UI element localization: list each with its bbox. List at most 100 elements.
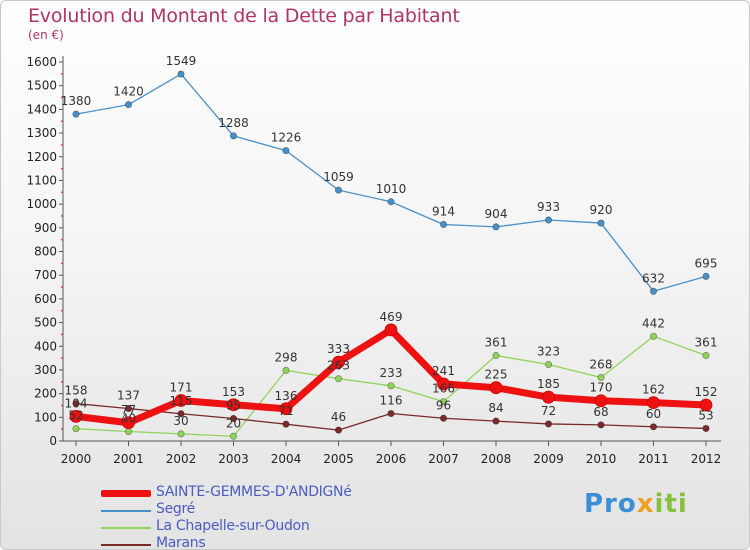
data-label: 53	[698, 408, 713, 422]
logo-part: x	[636, 489, 655, 519]
data-point	[334, 375, 343, 383]
data-point	[227, 398, 240, 412]
y-tick-label: 600	[34, 292, 57, 306]
y-tick-label: 1000	[26, 197, 57, 211]
y-tick-label: 1600	[26, 55, 57, 69]
data-label: 225	[485, 368, 508, 382]
data-label: 136	[275, 389, 298, 403]
legend-swatch	[101, 490, 151, 497]
data-label: 95	[226, 398, 241, 412]
y-tick-label: 300	[34, 363, 57, 377]
x-tick-label: 2006	[376, 452, 407, 466]
data-label: 170	[590, 381, 613, 395]
y-tick-label: 200	[34, 387, 57, 401]
data-point	[702, 351, 710, 360]
data-label: 158	[65, 384, 88, 398]
data-point	[597, 219, 605, 227]
legend-label: Segré	[156, 501, 195, 517]
data-label: 933	[537, 200, 560, 214]
data-label: 1059	[323, 170, 354, 184]
data-point	[544, 360, 553, 369]
data-label: 333	[327, 342, 350, 356]
data-label: 442	[642, 316, 665, 330]
data-label: 1226	[271, 131, 302, 145]
data-label: 361	[485, 335, 508, 349]
data-point	[699, 398, 713, 412]
data-label: 77	[121, 403, 136, 417]
y-tick-label: 800	[34, 245, 57, 259]
legend-swatch	[101, 510, 151, 512]
data-point	[177, 410, 185, 418]
data-label: 71	[278, 404, 293, 418]
data-label: 104	[65, 396, 88, 410]
x-tick-label: 2002	[166, 452, 197, 466]
x-tick-label: 2003	[218, 452, 249, 466]
y-tick-label: 1500	[26, 79, 57, 93]
x-tick-label: 2004	[271, 452, 302, 466]
data-point	[492, 417, 500, 425]
data-point	[282, 146, 290, 155]
data-label: 1288	[218, 116, 249, 130]
data-label: 171	[170, 380, 193, 394]
data-point	[387, 382, 395, 390]
x-tick-label: 2007	[428, 452, 459, 466]
data-label: 153	[222, 385, 245, 399]
data-label: 1010	[376, 182, 407, 196]
data-label: 233	[380, 366, 403, 380]
proxiti-logo: Proxiti	[584, 489, 688, 519]
data-point	[387, 198, 395, 206]
data-point	[332, 355, 345, 369]
data-point	[492, 223, 500, 231]
data-label: 40	[121, 412, 136, 426]
data-label: 263	[327, 359, 350, 373]
data-label: 361	[695, 335, 718, 349]
data-label: 166	[432, 382, 455, 396]
data-point	[69, 409, 83, 423]
data-point	[229, 132, 238, 140]
data-label: 185	[537, 377, 560, 391]
data-label: 60	[646, 407, 661, 421]
data-point	[649, 332, 658, 340]
data-point	[72, 110, 80, 118]
legend-swatch	[101, 527, 151, 529]
data-point	[334, 426, 343, 434]
y-tick-label: 1100	[26, 173, 57, 187]
data-point	[387, 409, 395, 418]
legend-label: La Chapelle-sur-Oudon	[156, 518, 310, 534]
y-tick-label: 900	[34, 221, 57, 235]
data-label: 20	[226, 416, 241, 430]
data-point	[544, 216, 553, 224]
x-tick-label: 2008	[481, 452, 512, 466]
data-label: 268	[590, 358, 613, 372]
data-label: 30	[173, 414, 188, 428]
data-point	[437, 377, 450, 391]
data-point	[542, 390, 555, 404]
data-point	[334, 186, 343, 194]
data-point	[594, 394, 608, 408]
data-label: 914	[432, 204, 455, 218]
legend-swatch	[101, 544, 151, 546]
logo-part: Pro	[584, 489, 637, 519]
data-point	[177, 430, 185, 438]
data-label: 72	[541, 404, 556, 418]
y-tick-label: 0	[49, 434, 57, 448]
data-label: 920	[590, 203, 613, 217]
x-tick-label: 2000	[61, 452, 92, 466]
data-point	[282, 420, 290, 428]
data-label: 84	[488, 401, 503, 415]
data-label: 152	[695, 385, 718, 399]
data-point	[489, 381, 503, 395]
chart-subtitle: (en €)	[28, 28, 64, 42]
y-tick-label: 1400	[26, 102, 57, 116]
data-label: 904	[485, 207, 508, 221]
x-tick-label: 2005	[323, 452, 354, 466]
data-point	[177, 70, 185, 78]
data-label: 323	[537, 344, 560, 358]
data-point	[72, 399, 80, 408]
data-point	[597, 421, 605, 429]
data-point	[702, 272, 710, 280]
y-tick-label: 400	[34, 339, 57, 353]
data-label: 137	[117, 389, 140, 403]
